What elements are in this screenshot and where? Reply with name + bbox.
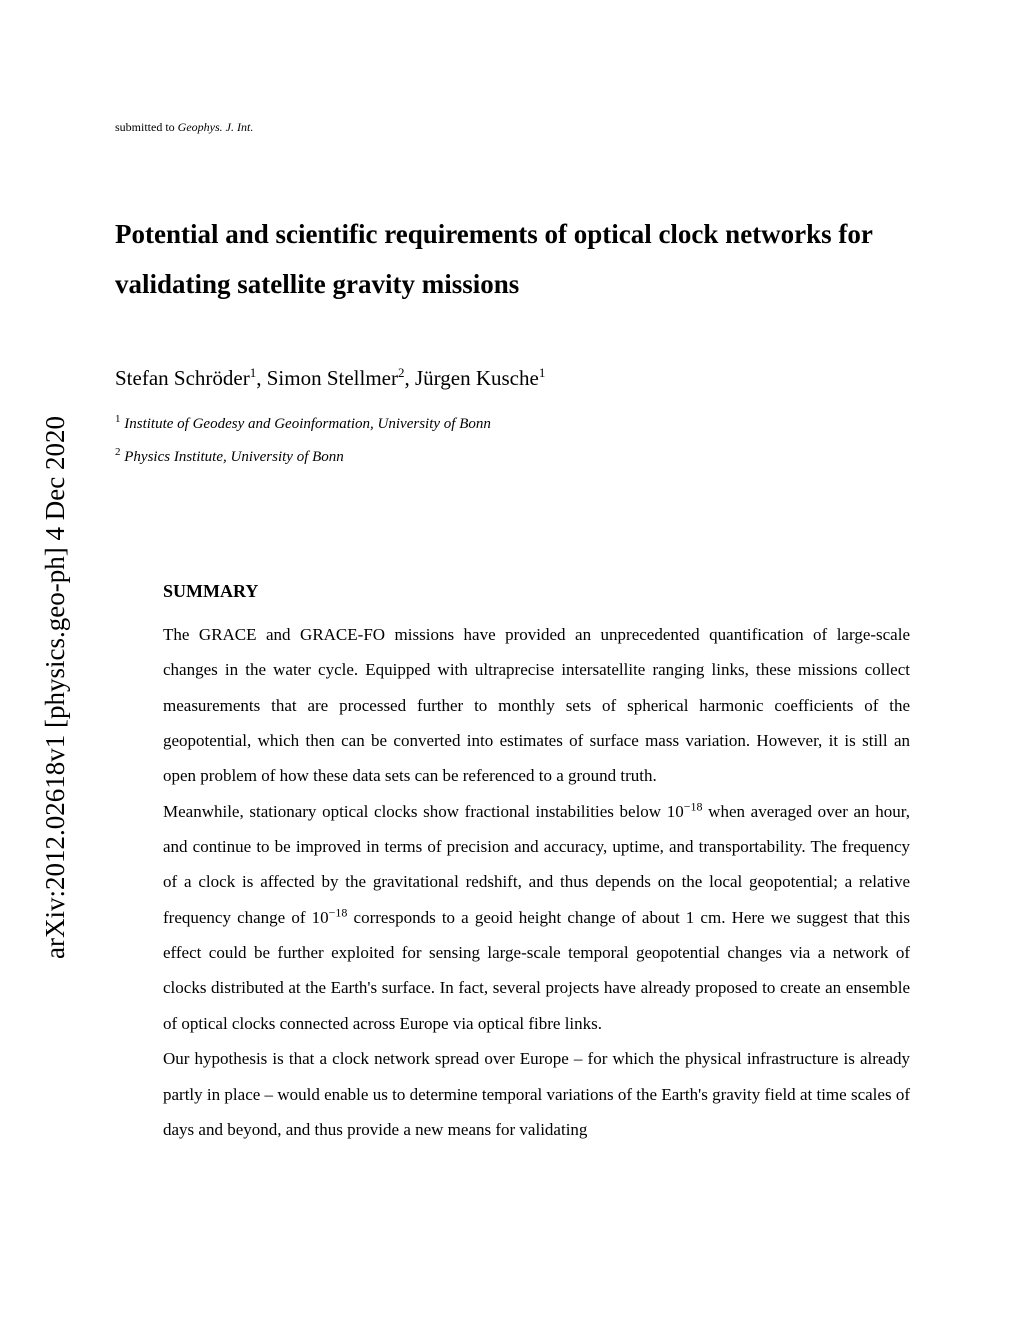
paper-title: Potential and scientific requirements of… (115, 210, 915, 310)
summary-section: SUMMARY The GRACE and GRACE-FO missions … (115, 581, 915, 1147)
affiliation-1-text: Institute of Geodesy and Geoinformation,… (121, 416, 491, 432)
author-1-name: Stefan Schröder (115, 366, 250, 390)
summary-paragraph-3: Our hypothesis is that a clock network s… (163, 1041, 910, 1147)
author-separator: , (256, 366, 267, 390)
affiliation-2: 2 Physics Institute, University of Bonn (115, 446, 915, 466)
summary-paragraph-1: The GRACE and GRACE-FO missions have pro… (163, 617, 910, 794)
summary-paragraph-2: Meanwhile, stationary optical clocks sho… (163, 794, 910, 1042)
author-3-name: Jürgen Kusche (415, 366, 539, 390)
exponent: −18 (329, 905, 348, 919)
submitted-prefix: submitted to (115, 120, 178, 134)
paper-content: submitted to Geophys. J. Int. Potential … (115, 120, 915, 1147)
author-separator: , (404, 366, 415, 390)
arxiv-identifier: arXiv:2012.02618v1 [physics.geo-ph] 4 De… (40, 416, 71, 959)
journal-name: Geophys. J. Int. (178, 120, 254, 134)
exponent: −18 (684, 799, 703, 813)
author-2-name: Simon Stellmer (267, 366, 398, 390)
summary-p2-part-a: Meanwhile, stationary optical clocks sho… (163, 802, 684, 821)
summary-heading: SUMMARY (163, 581, 910, 602)
arxiv-sidebar: arXiv:2012.02618v1 [physics.geo-ph] 4 De… (30, 0, 80, 1320)
submitted-to-line: submitted to Geophys. J. Int. (115, 120, 915, 135)
author-3-affiliation-sup: 1 (539, 365, 546, 380)
authors-line: Stefan Schröder1, Simon Stellmer2, Jürge… (115, 365, 915, 391)
summary-body: The GRACE and GRACE-FO missions have pro… (163, 617, 910, 1147)
affiliation-1: 1 Institute of Geodesy and Geoinformatio… (115, 413, 915, 433)
affiliation-2-text: Physics Institute, University of Bonn (121, 449, 344, 465)
